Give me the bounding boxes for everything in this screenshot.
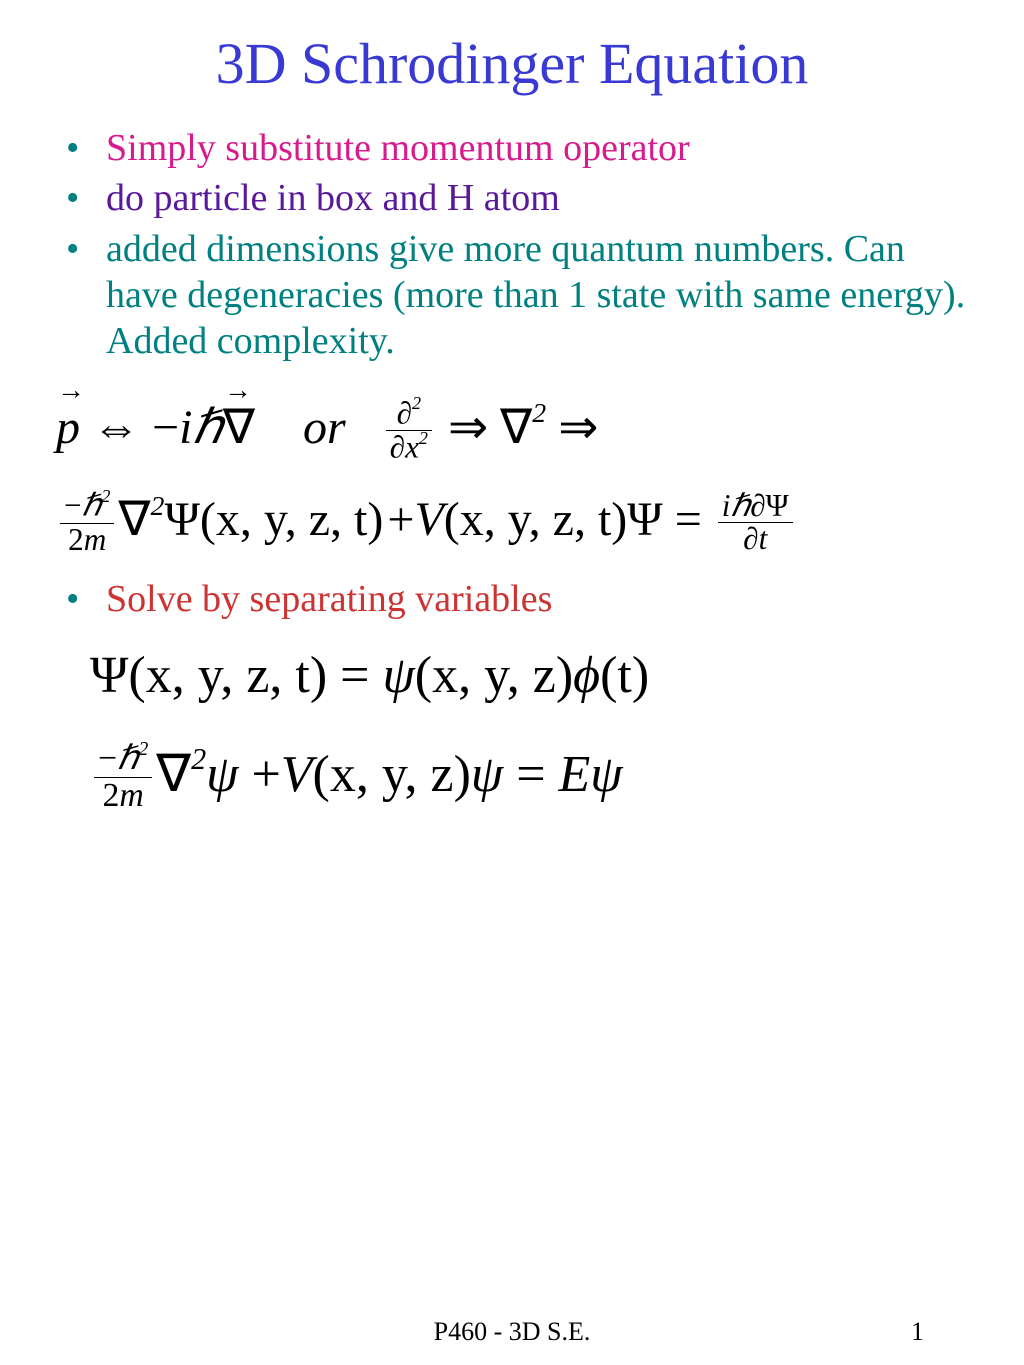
list-item: Simply substitute momentum operator	[58, 125, 974, 171]
equation-line: −ℏ2 2m ∇2Ψ(x, y, z, t) +V(x, y, z, t)Ψ =…	[56, 483, 974, 557]
equation-line: p ⇔ −iℏ∇ or ∂2 ∂x2 ⇒ ∇2 ⇒	[56, 391, 974, 466]
list-item: added dimensions give more quantum numbe…	[58, 226, 974, 365]
equation-block-2: Ψ(x, y, z, t) = ψ(x, y, z)ϕ(t) −ℏ2 2m ∇2…	[90, 636, 974, 815]
bullet-list-b: Solve by separating variables	[50, 576, 974, 622]
page-number: 1	[911, 1317, 924, 1347]
bullet-list-a: Simply substitute momentum operator do p…	[50, 125, 974, 365]
footer-text: P460 - 3D S.E.	[434, 1317, 591, 1347]
slide: 3D Schrodinger Equation Simply substitut…	[0, 0, 1024, 1365]
equation-line: Ψ(x, y, z, t) = ψ(x, y, z)ϕ(t)	[90, 636, 974, 717]
list-item: do particle in box and H atom	[58, 175, 974, 221]
list-item: Solve by separating variables	[58, 576, 974, 622]
page-title: 3D Schrodinger Equation	[50, 30, 974, 97]
equation-line: −ℏ2 2m ∇2ψ +V(x, y, z)ψ = Eψ	[90, 735, 974, 816]
equation-block-1: p ⇔ −iℏ∇ or ∂2 ∂x2 ⇒ ∇2 ⇒ −ℏ2 2m ∇2Ψ(x, …	[56, 391, 974, 558]
